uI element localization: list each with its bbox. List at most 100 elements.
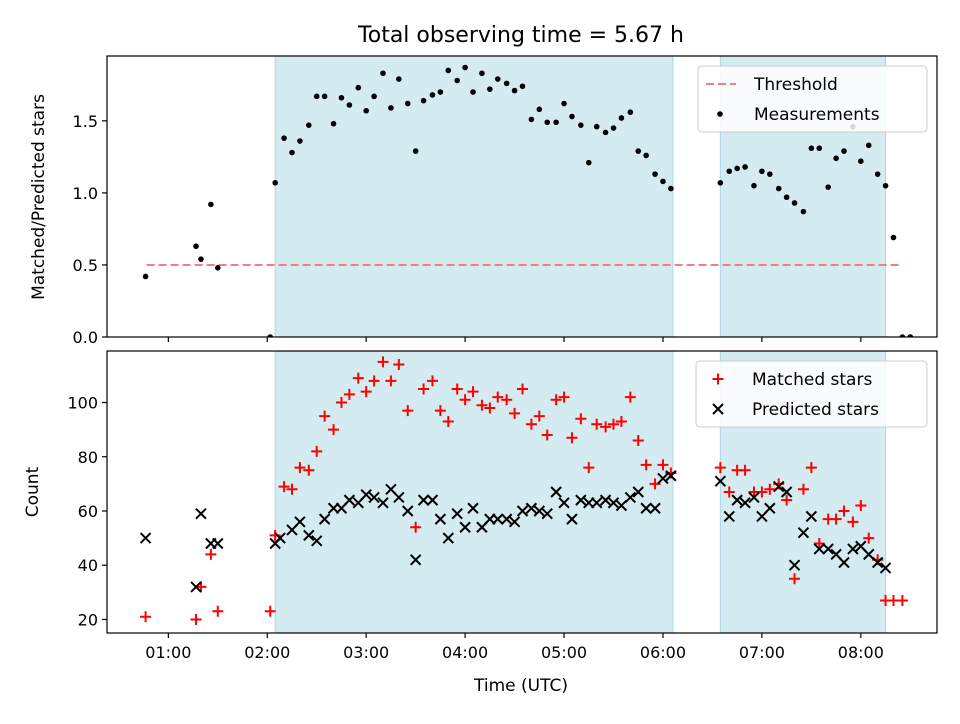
- matched-stars-point: [723, 486, 735, 498]
- measurement-point: [833, 155, 839, 162]
- matched-stars-point: [714, 462, 726, 474]
- matched-stars-point: [525, 418, 537, 430]
- measurement-point: [907, 334, 914, 337]
- legend-measurement-swatch: [717, 111, 723, 117]
- measurement-point: [267, 334, 274, 337]
- measurement-point: [363, 107, 369, 114]
- matched-stars-point: [615, 416, 627, 427]
- predicted-stars-point: [459, 521, 471, 533]
- matched-stars-point: [442, 416, 454, 427]
- predicted-stars-point: [377, 497, 389, 509]
- predicted-stars-point: [558, 497, 570, 509]
- measurement-point: [511, 87, 518, 94]
- y-tick-label: 1.0: [73, 184, 98, 203]
- measurement-point: [388, 105, 394, 111]
- matched-stars-point: [575, 413, 587, 425]
- matched-stars-point: [212, 605, 224, 617]
- legend-box: [695, 360, 928, 428]
- measurement-point: [742, 164, 748, 170]
- measurement-point: [783, 194, 790, 201]
- predicted-stars-point: [764, 502, 776, 514]
- matched-stars-point: [426, 375, 438, 387]
- matched-stars-point: [418, 383, 430, 395]
- measurement-point: [536, 106, 543, 113]
- measurement-point: [808, 145, 815, 152]
- x-tick-label: 04:00: [442, 643, 488, 662]
- predicted-stars-point: [822, 543, 834, 555]
- matched-stars-point: [451, 383, 463, 395]
- measurement-point: [882, 182, 889, 189]
- predicted-stars-point: [294, 516, 306, 528]
- predicted-stars-point: [212, 537, 224, 550]
- measurement-point: [865, 142, 872, 149]
- x-tick-label: 06:00: [640, 643, 686, 662]
- predicted-stars-point: [368, 491, 380, 504]
- measurement-point: [454, 77, 461, 84]
- bottom-y-axis-label: Count: [23, 466, 43, 517]
- predicted-stars-point: [393, 491, 405, 504]
- predicted-stars-point: [723, 510, 735, 523]
- predicted-stars-point: [780, 486, 793, 498]
- measurement-point: [487, 86, 493, 92]
- predicted-stars-point: [402, 505, 414, 517]
- predicted-stars-point: [773, 480, 785, 493]
- predicted-stars-point: [797, 526, 810, 539]
- measurement-point: [445, 67, 452, 74]
- matched-stars-point: [410, 521, 422, 533]
- matched-stars-point: [393, 359, 405, 371]
- measurement-point: [306, 122, 312, 128]
- y-tick-label: 0.0: [73, 328, 98, 347]
- legend-predicted-swatch: [712, 403, 724, 415]
- predicted-stars-point: [640, 502, 652, 514]
- measurement-point: [193, 243, 199, 250]
- measurement-point: [668, 185, 674, 192]
- x-tick-label: 05:00: [541, 643, 587, 662]
- measurement-point: [726, 168, 733, 175]
- measurement-point: [412, 148, 419, 154]
- predicted-stars-point: [863, 548, 875, 561]
- matched-stars-point: [402, 405, 414, 417]
- measurement-point: [578, 122, 584, 128]
- measurement-point: [338, 94, 345, 101]
- matched-stars-point: [286, 483, 298, 495]
- matched-stars-point: [360, 386, 372, 398]
- predicted-stars-point: [525, 502, 538, 514]
- measurement-point: [297, 138, 303, 144]
- x-tick-label: 08:00: [838, 643, 884, 662]
- measurement-point: [890, 234, 897, 241]
- predicted-stars-point: [805, 510, 818, 523]
- y-tick-label: 0.5: [73, 256, 98, 275]
- x-tick-label: 03:00: [343, 643, 389, 662]
- measurement-point: [593, 123, 600, 130]
- predicted-stars-point: [575, 494, 587, 506]
- predicted-stars-point: [190, 581, 202, 593]
- y-tick-label: 80: [78, 448, 98, 467]
- matched-stars-point: [541, 429, 553, 441]
- predicted-stars-point: [665, 470, 677, 482]
- matched-stars-point: [205, 548, 217, 560]
- measurement-point: [841, 148, 847, 154]
- predicted-stars-point: [871, 556, 884, 569]
- measurement-point: [208, 201, 214, 208]
- matched-stars-point: [591, 418, 603, 430]
- predicted-stars-point: [139, 532, 152, 544]
- matched-stars-point: [434, 405, 446, 417]
- matched-stars-point: [311, 445, 323, 457]
- predicted-stars-point: [590, 497, 603, 509]
- matched-stars-point: [459, 394, 471, 406]
- y-tick-label: 60: [78, 502, 98, 521]
- legend-label: Measurements: [754, 105, 880, 125]
- predicted-stars-point: [566, 513, 578, 525]
- predicted-stars-point: [508, 516, 521, 528]
- matched-stars-point: [368, 375, 380, 387]
- predicted-stars-point: [649, 502, 661, 514]
- predicted-stars-point: [879, 562, 892, 574]
- predicted-stars-point: [274, 532, 286, 544]
- observing-window-band: [274, 56, 674, 337]
- y-tick-label: 1.5: [73, 112, 98, 131]
- measurement-point: [816, 145, 823, 152]
- matched-stars-point: [608, 418, 620, 430]
- matched-stars-point: [550, 394, 562, 406]
- matched-stars-point: [467, 386, 479, 398]
- matched-stars-point: [352, 372, 364, 384]
